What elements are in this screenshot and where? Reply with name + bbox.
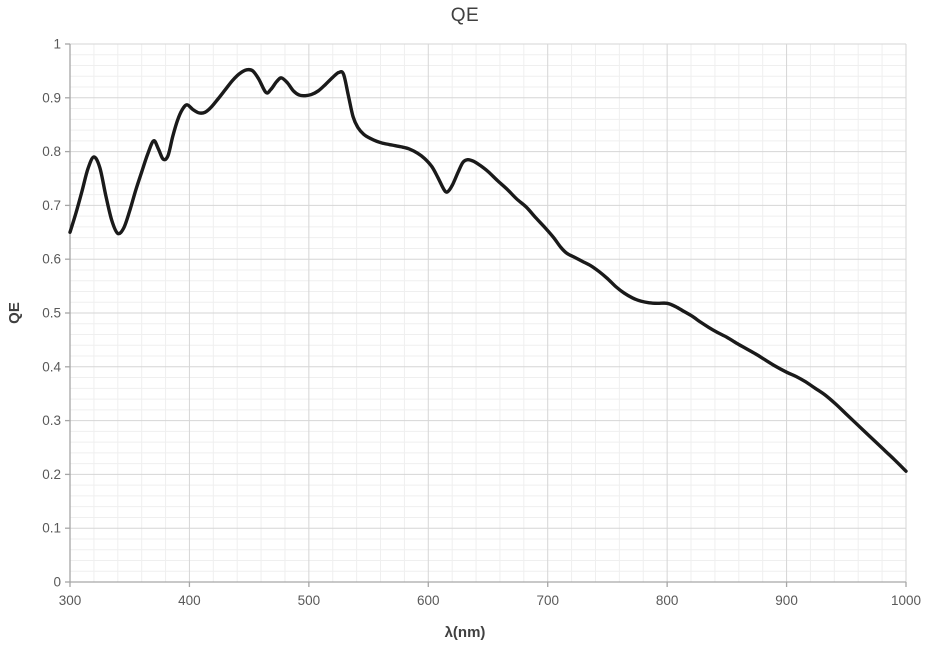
x-tick-label: 1000 [891, 593, 921, 608]
y-axis-title: QE [6, 302, 23, 324]
y-tick-label: 0.2 [42, 467, 61, 482]
x-tick-label: 700 [536, 593, 559, 608]
y-tick-label: 1 [53, 37, 61, 52]
y-tick-label: 0.7 [42, 198, 61, 213]
chart-title: QE [450, 5, 480, 26]
y-tick-label: 0.3 [42, 413, 61, 428]
x-tick-label: 300 [59, 593, 82, 608]
y-tick-label: 0.1 [42, 521, 61, 536]
y-tick-label: 0.4 [42, 359, 61, 374]
y-tick-label: 0 [53, 575, 61, 590]
x-axis-title: λ(nm) [444, 624, 486, 641]
qe-curve [68, 67, 908, 473]
x-tick-label: 600 [417, 593, 440, 608]
x-tick-label: 800 [656, 593, 679, 608]
x-tick-label: 400 [178, 593, 201, 608]
y-tick-label: 0.9 [42, 90, 61, 105]
x-tick-label: 500 [298, 593, 321, 608]
y-tick-label: 0.8 [42, 144, 61, 159]
x-tick-label: 900 [775, 593, 798, 608]
y-tick-label: 0.6 [42, 252, 61, 267]
y-tick-label: 0.5 [42, 306, 61, 321]
